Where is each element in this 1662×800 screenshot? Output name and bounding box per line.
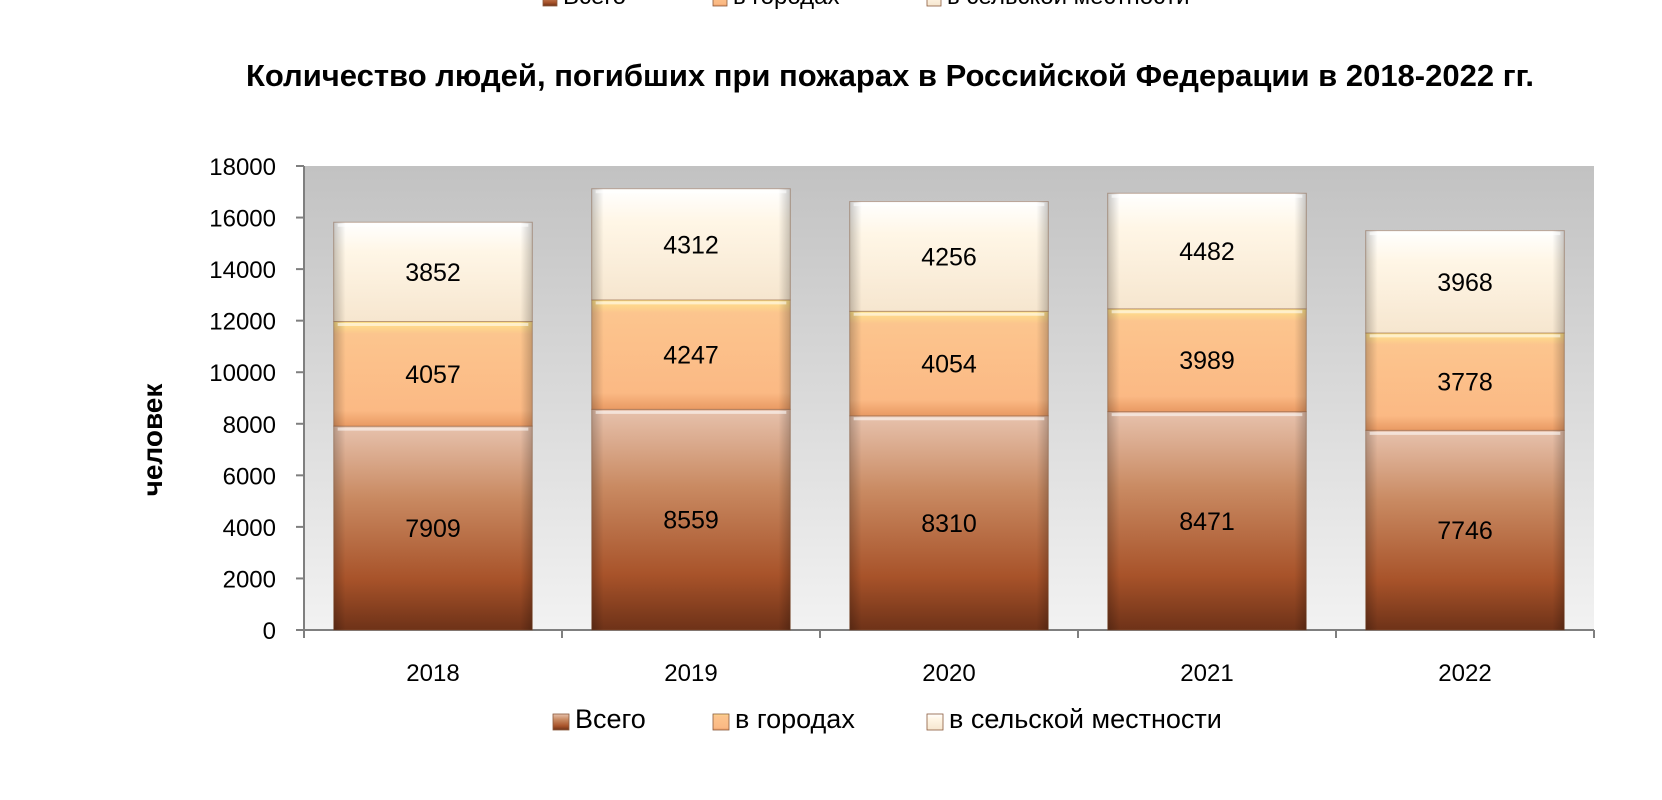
bar-segment-shading: [849, 201, 1049, 312]
y-tick-label: 6000: [223, 463, 276, 490]
y-tick-label: 2000: [223, 566, 276, 593]
bar-segment-shading: [591, 409, 791, 630]
x-axis: 2018 2019 2020 2021 2022: [303, 629, 1595, 687]
legend-label: в городах: [733, 0, 840, 10]
bar-segment-shading: [1365, 430, 1565, 630]
data-label: 3778: [1437, 369, 1493, 397]
legend-swatch: [552, 713, 570, 731]
bar-segment-shading: [591, 299, 791, 410]
legend-top: Всего в городах в сельской местности: [542, 0, 1190, 10]
chart-title: Количество людей, погибших при пожарах в…: [246, 58, 1534, 93]
bar-stack-2020: 8310 4054 4256: [849, 201, 1049, 631]
bar-segment-shading: [1365, 230, 1565, 333]
bar-segment-shading: [333, 222, 533, 322]
bars: 7909 4057 3852 8559 4247 4312 8310 4054 4256 8471…: [333, 188, 1565, 631]
bar-segment-shading: [1107, 193, 1307, 309]
legend-swatch: [542, 0, 558, 7]
legend-swatch: [926, 713, 944, 731]
bar-segment-shading: [1365, 332, 1565, 431]
x-tick-label: 2018: [406, 660, 459, 687]
data-label: 4247: [663, 342, 719, 370]
legend-label: в сельской местности: [947, 0, 1190, 10]
y-tick-label: 14000: [209, 257, 276, 284]
bar-segment-shading: [591, 188, 791, 300]
y-tick-label: 10000: [209, 360, 276, 387]
bar-stack-2021: 8471 3989 4482: [1107, 192, 1307, 631]
legend: Всего в городах в сельской местности: [552, 704, 1222, 734]
y-tick-label: 12000: [209, 309, 276, 336]
y-tick-label: 16000: [209, 206, 276, 233]
legend-label: в сельской местности: [949, 704, 1222, 734]
data-label: 7746: [1437, 517, 1493, 545]
bar-stack-2019: 8559 4247 4312: [591, 188, 791, 631]
legend-label: Всего: [575, 704, 646, 734]
legend-swatch: [926, 0, 942, 7]
bar-segment-shading: [1107, 411, 1307, 630]
bar-segment-shading: [849, 311, 1049, 416]
data-label: 7909: [405, 515, 461, 543]
legend-label: Всего: [563, 0, 626, 10]
bar-stack-2018: 7909 4057 3852: [333, 221, 533, 631]
data-label: 4054: [921, 351, 977, 379]
x-tick-label: 2022: [1438, 660, 1491, 687]
x-tick-label: 2021: [1180, 660, 1233, 687]
legend-swatch: [712, 713, 730, 731]
y-tick-label: 8000: [223, 412, 276, 439]
legend-label: в городах: [735, 704, 855, 734]
y-axis: 0 2000 4000 6000 8000 10000 12000 14000 16000 180…: [209, 154, 305, 645]
data-label: 4312: [663, 231, 719, 259]
data-label: 8559: [663, 507, 719, 535]
data-label: 3989: [1179, 347, 1235, 375]
y-tick-label: 0: [263, 618, 276, 645]
data-label: 3968: [1437, 269, 1493, 297]
data-label: 8471: [1179, 508, 1235, 536]
y-tick-label: 18000: [209, 154, 276, 181]
data-label: 4256: [921, 243, 977, 271]
bar-segment-shading: [849, 415, 1049, 630]
data-label: 4057: [405, 361, 461, 389]
x-tick-label: 2019: [664, 660, 717, 687]
legend-swatch: [712, 0, 728, 7]
y-axis-title: человек: [137, 383, 168, 497]
data-label: 8310: [921, 510, 977, 538]
data-label: 4482: [1179, 238, 1235, 266]
bar-segment-shading: [1107, 308, 1307, 412]
bar-stack-2022: 7746 3778 3968: [1365, 230, 1565, 631]
bar-segment-shading: [333, 321, 533, 427]
data-label: 3852: [405, 259, 461, 287]
bar-segment-shading: [333, 426, 533, 630]
y-tick-label: 4000: [223, 515, 276, 542]
x-tick-label: 2020: [922, 660, 975, 687]
